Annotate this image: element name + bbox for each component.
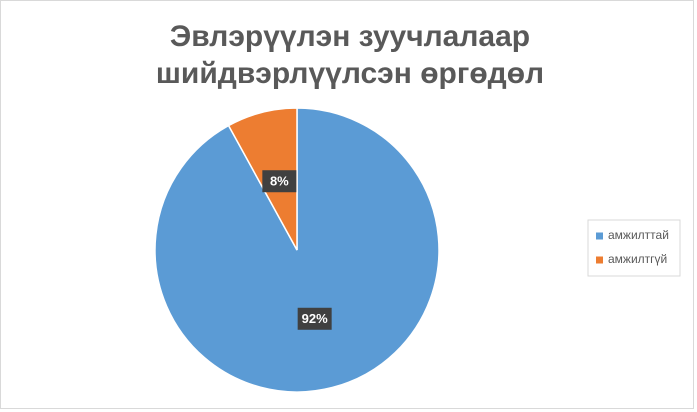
data-label: 92% [302, 311, 328, 326]
data-label-box [297, 307, 332, 330]
legend-marker [596, 256, 603, 264]
legend-marker [596, 232, 603, 240]
chart-title: Эвлэрүүлэн зуучлалаар шийдвэрлүүлсэн өрг… [155, 20, 545, 90]
legend-label: амжилтгүй [608, 252, 667, 266]
legend-box [587, 219, 681, 277]
data-label: 8% [270, 174, 289, 189]
legend-label: амжилттай [608, 228, 669, 242]
data-label-box [262, 170, 297, 193]
